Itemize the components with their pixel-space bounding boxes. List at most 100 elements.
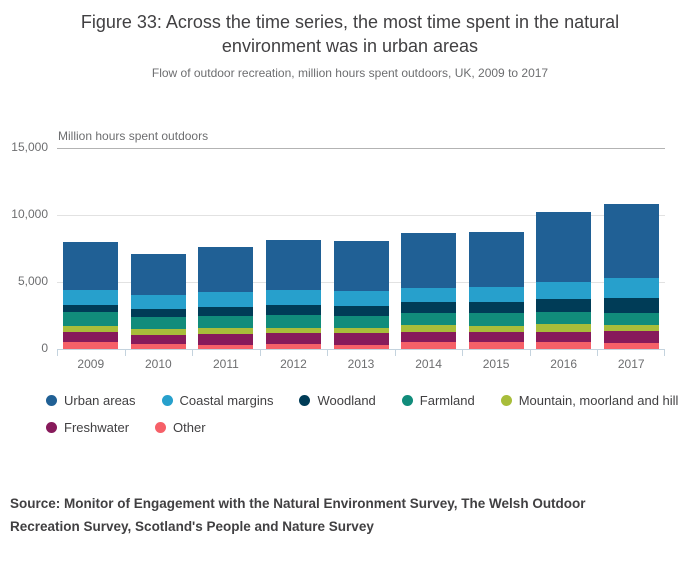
legend-item-farmland: Farmland bbox=[401, 392, 475, 408]
bar-2012 bbox=[265, 239, 321, 349]
bar-segment-mountain-moorland-and-hill bbox=[130, 328, 186, 335]
x-axis-tick-label: 2015 bbox=[482, 356, 510, 371]
bar-segment-other bbox=[603, 343, 659, 349]
y-axis-tick-label: 15,000 bbox=[11, 139, 48, 154]
bar-segment-urban-areas bbox=[536, 211, 592, 282]
bar-segment-coastal-margins bbox=[468, 286, 524, 302]
x-axis-tick bbox=[192, 349, 194, 356]
bar-segment-woodland bbox=[333, 305, 389, 316]
legend-item-urban-areas: Urban areas bbox=[46, 393, 136, 408]
bar-segment-other bbox=[401, 341, 457, 349]
bar-segment-coastal-margins bbox=[536, 281, 592, 300]
bar-segment-freshwater bbox=[63, 332, 119, 342]
x-axis-tick-label: 2009 bbox=[77, 356, 105, 371]
bar-segment-mountain-moorland-and-hill bbox=[333, 327, 389, 334]
bar-segment-coastal-margins bbox=[63, 290, 119, 306]
x-axis-tick-label: 2012 bbox=[280, 356, 307, 371]
bar-segment-coastal-margins bbox=[130, 294, 186, 309]
bar-segment-farmland bbox=[603, 313, 659, 325]
bar-segment-woodland bbox=[401, 302, 457, 314]
bar-segment-freshwater bbox=[130, 334, 186, 345]
x-axis-tick bbox=[327, 349, 329, 356]
bar-segment-freshwater bbox=[333, 333, 389, 345]
bar-segment-farmland bbox=[130, 316, 186, 329]
plot-area bbox=[57, 147, 665, 356]
bar-segment-other bbox=[265, 343, 321, 349]
x-axis-tick bbox=[664, 349, 665, 356]
bar-segment-woodland bbox=[536, 299, 592, 312]
gridline-15000 bbox=[57, 147, 665, 149]
figure-title: Figure 33: Across the time series, the m… bbox=[80, 12, 620, 57]
bar-segment-mountain-moorland-and-hill bbox=[468, 325, 524, 332]
bar-segment-other bbox=[63, 341, 119, 349]
legend-label: Urban areas bbox=[64, 392, 136, 408]
x-axis-tick bbox=[529, 349, 531, 356]
bar-segment-urban-areas bbox=[130, 254, 186, 295]
bar-2009 bbox=[63, 242, 119, 349]
bar-segment-mountain-moorland-and-hill bbox=[198, 328, 254, 334]
bar-segment-freshwater bbox=[198, 333, 254, 346]
legend-item-coastal-margins: Coastal margins bbox=[161, 392, 274, 408]
x-axis-tick bbox=[462, 349, 464, 356]
legend-dot-icon bbox=[155, 421, 167, 433]
legend-item-woodland: Woodland bbox=[299, 392, 376, 408]
legend-label: Farmland bbox=[419, 392, 475, 408]
bar-segment-urban-areas bbox=[63, 242, 119, 291]
bar-segment-urban-areas bbox=[468, 231, 524, 287]
x-axis-tick-label: 2017 bbox=[617, 356, 645, 371]
x-axis-tick bbox=[259, 349, 261, 356]
x-axis-tick-label: 2010 bbox=[144, 356, 172, 371]
bar-segment-freshwater bbox=[468, 331, 524, 343]
bar-segment-coastal-margins bbox=[333, 290, 389, 306]
bar-segment-other bbox=[130, 344, 186, 349]
x-axis-tick bbox=[57, 349, 58, 356]
y-axis-tick-label: 10,000 bbox=[11, 206, 48, 221]
bar-segment-urban-areas bbox=[333, 240, 389, 291]
legend-item-mountain-moorland-and-hill: Mountain, moorland and hill bbox=[500, 392, 679, 408]
bar-segment-mountain-moorland-and-hill bbox=[536, 324, 592, 332]
bar-segment-woodland bbox=[603, 298, 659, 314]
legend: Urban areas Coastal margins Woodland Farmla… bbox=[46, 393, 691, 435]
bar-segment-woodland bbox=[468, 301, 524, 314]
bar-segment-freshwater bbox=[265, 332, 321, 344]
legend-label: Woodland bbox=[317, 392, 376, 408]
bar-segment-coastal-margins bbox=[198, 292, 254, 307]
bar-segment-other bbox=[198, 345, 254, 349]
y-axis-unit-label: Million hours spent outdoors bbox=[58, 128, 209, 143]
bar-segment-farmland bbox=[333, 315, 389, 328]
legend-label: Mountain, moorland and hill bbox=[518, 392, 679, 408]
bar-segment-freshwater bbox=[401, 331, 457, 342]
bar-segment-coastal-margins bbox=[265, 290, 321, 305]
bar-2010 bbox=[130, 254, 186, 349]
x-axis-tick-label: 2016 bbox=[550, 356, 577, 371]
bar-segment-woodland bbox=[63, 305, 119, 313]
bar-segment-coastal-margins bbox=[401, 288, 457, 303]
bar-segment-farmland bbox=[468, 313, 524, 326]
bar-segment-coastal-margins bbox=[603, 278, 659, 299]
bar-2011 bbox=[198, 247, 254, 349]
bar-segment-other bbox=[333, 344, 389, 349]
y-axis-tick-label: 5,000 bbox=[17, 273, 48, 288]
legend-dot-icon bbox=[46, 421, 57, 433]
figure-subtitle: Flow of outdoor recreation, million hour… bbox=[151, 65, 549, 80]
legend-item-other: Other bbox=[155, 420, 206, 435]
bar-segment-urban-areas bbox=[401, 232, 457, 289]
legend-label: Coastal margins bbox=[179, 392, 274, 408]
legend-dot-icon bbox=[500, 394, 512, 406]
bar-segment-mountain-moorland-and-hill bbox=[401, 324, 457, 332]
legend-dot-icon bbox=[46, 394, 57, 406]
bar-segment-mountain-moorland-and-hill bbox=[265, 327, 321, 333]
bar-segment-freshwater bbox=[536, 331, 592, 342]
legend-dot-icon bbox=[161, 394, 173, 406]
source-note: Source: Monitor of Engagement with the N… bbox=[10, 495, 586, 535]
bar-2015 bbox=[468, 231, 524, 349]
legend-dot-icon bbox=[401, 394, 413, 406]
legend-label: Freshwater bbox=[64, 419, 130, 435]
bar-segment-woodland bbox=[265, 304, 321, 315]
bar-2014 bbox=[401, 232, 457, 349]
x-axis-tick bbox=[597, 349, 599, 356]
x-axis-tick-label: 2013 bbox=[347, 356, 375, 371]
bar-segment-farmland bbox=[536, 311, 592, 325]
x-axis-line bbox=[57, 348, 665, 350]
bar-segment-urban-areas bbox=[603, 203, 659, 279]
